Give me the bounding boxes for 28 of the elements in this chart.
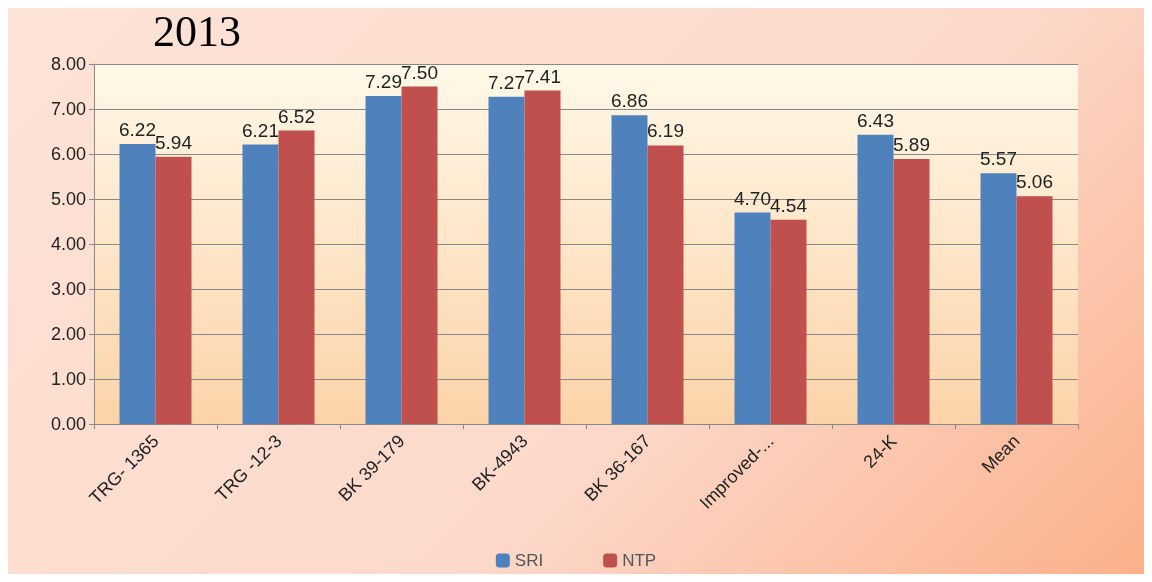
y-tick-label: 1.00 — [50, 369, 86, 389]
data-label: 6.19 — [647, 120, 684, 142]
legend-label: SRI — [514, 551, 544, 570]
data-label: 7.41 — [524, 65, 561, 87]
data-label: 5.89 — [893, 133, 930, 155]
data-label: 6.22 — [119, 119, 156, 141]
data-label: 6.52 — [278, 105, 315, 127]
legend-label: NTP — [622, 551, 657, 570]
y-tick-label: 5.00 — [50, 189, 86, 209]
chart-title: 2013 — [153, 6, 241, 56]
data-label: 5.06 — [1016, 171, 1053, 193]
y-tick-label: 7.00 — [50, 99, 86, 119]
y-tick-label: 4.00 — [50, 234, 86, 254]
data-label: 5.94 — [155, 131, 193, 153]
y-tick-label: 0.00 — [50, 414, 86, 434]
data-label: 7.27 — [488, 71, 525, 93]
data-label: 6.43 — [857, 109, 894, 131]
data-label: 7.29 — [365, 70, 402, 92]
data-label: 6.21 — [242, 119, 279, 141]
data-label: 4.54 — [770, 194, 808, 216]
data-label: 5.57 — [980, 148, 1017, 170]
y-tick-label: 3.00 — [50, 279, 86, 299]
y-tick-label: 6.00 — [50, 144, 86, 164]
data-label: 4.70 — [734, 187, 771, 209]
data-label: 6.86 — [611, 90, 648, 112]
data-label: 7.50 — [401, 61, 438, 83]
y-tick-label: 8.00 — [50, 54, 86, 74]
y-tick-label: 2.00 — [50, 324, 86, 344]
